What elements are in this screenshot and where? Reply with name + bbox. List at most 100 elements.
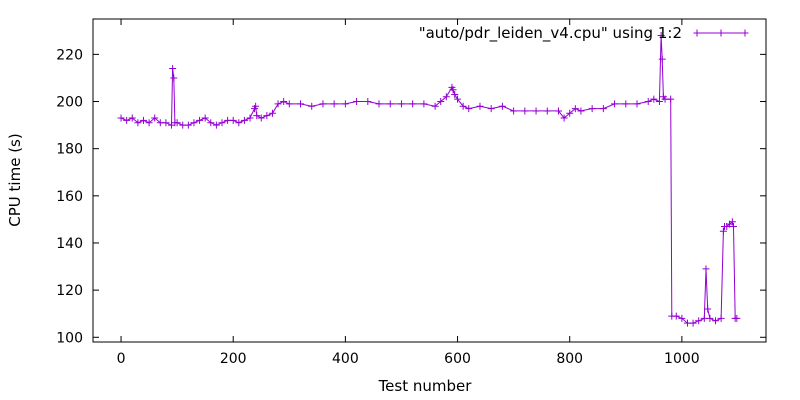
legend-entry-marker [693,29,749,37]
data-point [319,100,327,108]
data-point [622,100,630,108]
legend: "auto/pdr_leiden_v4.cpu" using 1:2 [419,24,749,43]
data-point [633,100,641,108]
data-point [308,102,316,110]
data-point [658,55,666,63]
data-point [543,107,551,115]
data-point [695,317,703,325]
data-point [375,100,383,108]
data-point [268,109,276,117]
data-point [409,100,417,108]
data-point [274,100,282,108]
data-point [397,100,405,108]
data-point [431,102,439,110]
data-point [207,119,215,127]
legend-marker-plus [717,29,725,37]
data-point [554,107,562,115]
data-point [420,100,428,108]
x-tick-label: 200 [220,351,247,367]
data-point [521,107,529,115]
data-point [712,317,720,325]
y-tick-label: 120 [56,283,83,299]
data-point [498,102,506,110]
data-point [170,74,178,82]
data-point [184,121,192,129]
y-tick-label: 140 [56,236,83,252]
data-point [252,102,260,110]
data-point [733,314,741,322]
data-point [510,107,518,115]
data-point [330,100,338,108]
series-line [120,35,737,324]
data-point [280,98,288,106]
data-point [566,109,574,117]
data-point [728,218,736,226]
data-point [190,119,198,127]
data-point [459,102,467,110]
data-point [449,86,457,94]
data-point [655,98,663,106]
data-point [644,98,652,106]
data-point [706,314,714,322]
y-tick-label: 180 [56,142,83,158]
data-point [364,98,372,106]
data-point [353,98,361,106]
series-layer [117,32,741,327]
data-point [678,314,686,322]
data-point [263,112,271,120]
data-point [577,107,585,115]
data-point [341,100,349,108]
data-point [162,119,170,127]
x-tick-label: 0 [117,351,126,367]
data-point [134,119,142,127]
data-point [386,100,394,108]
data-point [196,116,204,124]
data-point [704,305,712,313]
data-point [719,227,727,235]
data-point [588,105,596,113]
data-point [123,116,131,124]
data-point [657,32,665,40]
data-point [487,105,495,113]
data-point [689,319,697,327]
data-point [201,114,209,122]
data-point [729,222,737,230]
data-point [253,112,261,120]
data-point [611,100,619,108]
data-point [145,119,153,127]
data-point [169,65,177,73]
data-point [667,95,675,103]
legend-marker-plus [693,29,701,37]
data-point [702,265,710,273]
x-tick-label: 800 [556,351,583,367]
y-axis-label: CPU time (s) [6,133,24,226]
data-point [599,105,607,113]
data-point [212,121,220,129]
data-point [571,105,579,113]
data-point [235,119,243,127]
data-point [297,100,305,108]
data-point [128,114,136,122]
x-tick-label: 600 [444,351,471,367]
data-point [476,102,484,110]
data-point [229,116,237,124]
data-point [117,114,125,122]
data-point [650,95,658,103]
data-point [173,119,181,127]
data-point [240,116,248,124]
data-point [139,116,147,124]
data-point [532,107,540,115]
data-point [246,114,254,122]
x-tick-label: 400 [332,351,359,367]
data-point [717,314,725,322]
x-axis-label: Test number [378,377,473,395]
data-point [442,93,450,101]
plot-frame [92,18,767,343]
data-point [437,98,445,106]
axis-ticks: 0 200 400 600 800 1000 100 120 140 160 180 200 220 [56,19,766,367]
data-point [151,114,159,122]
data-point [672,312,680,320]
y-tick-label: 160 [56,189,83,205]
